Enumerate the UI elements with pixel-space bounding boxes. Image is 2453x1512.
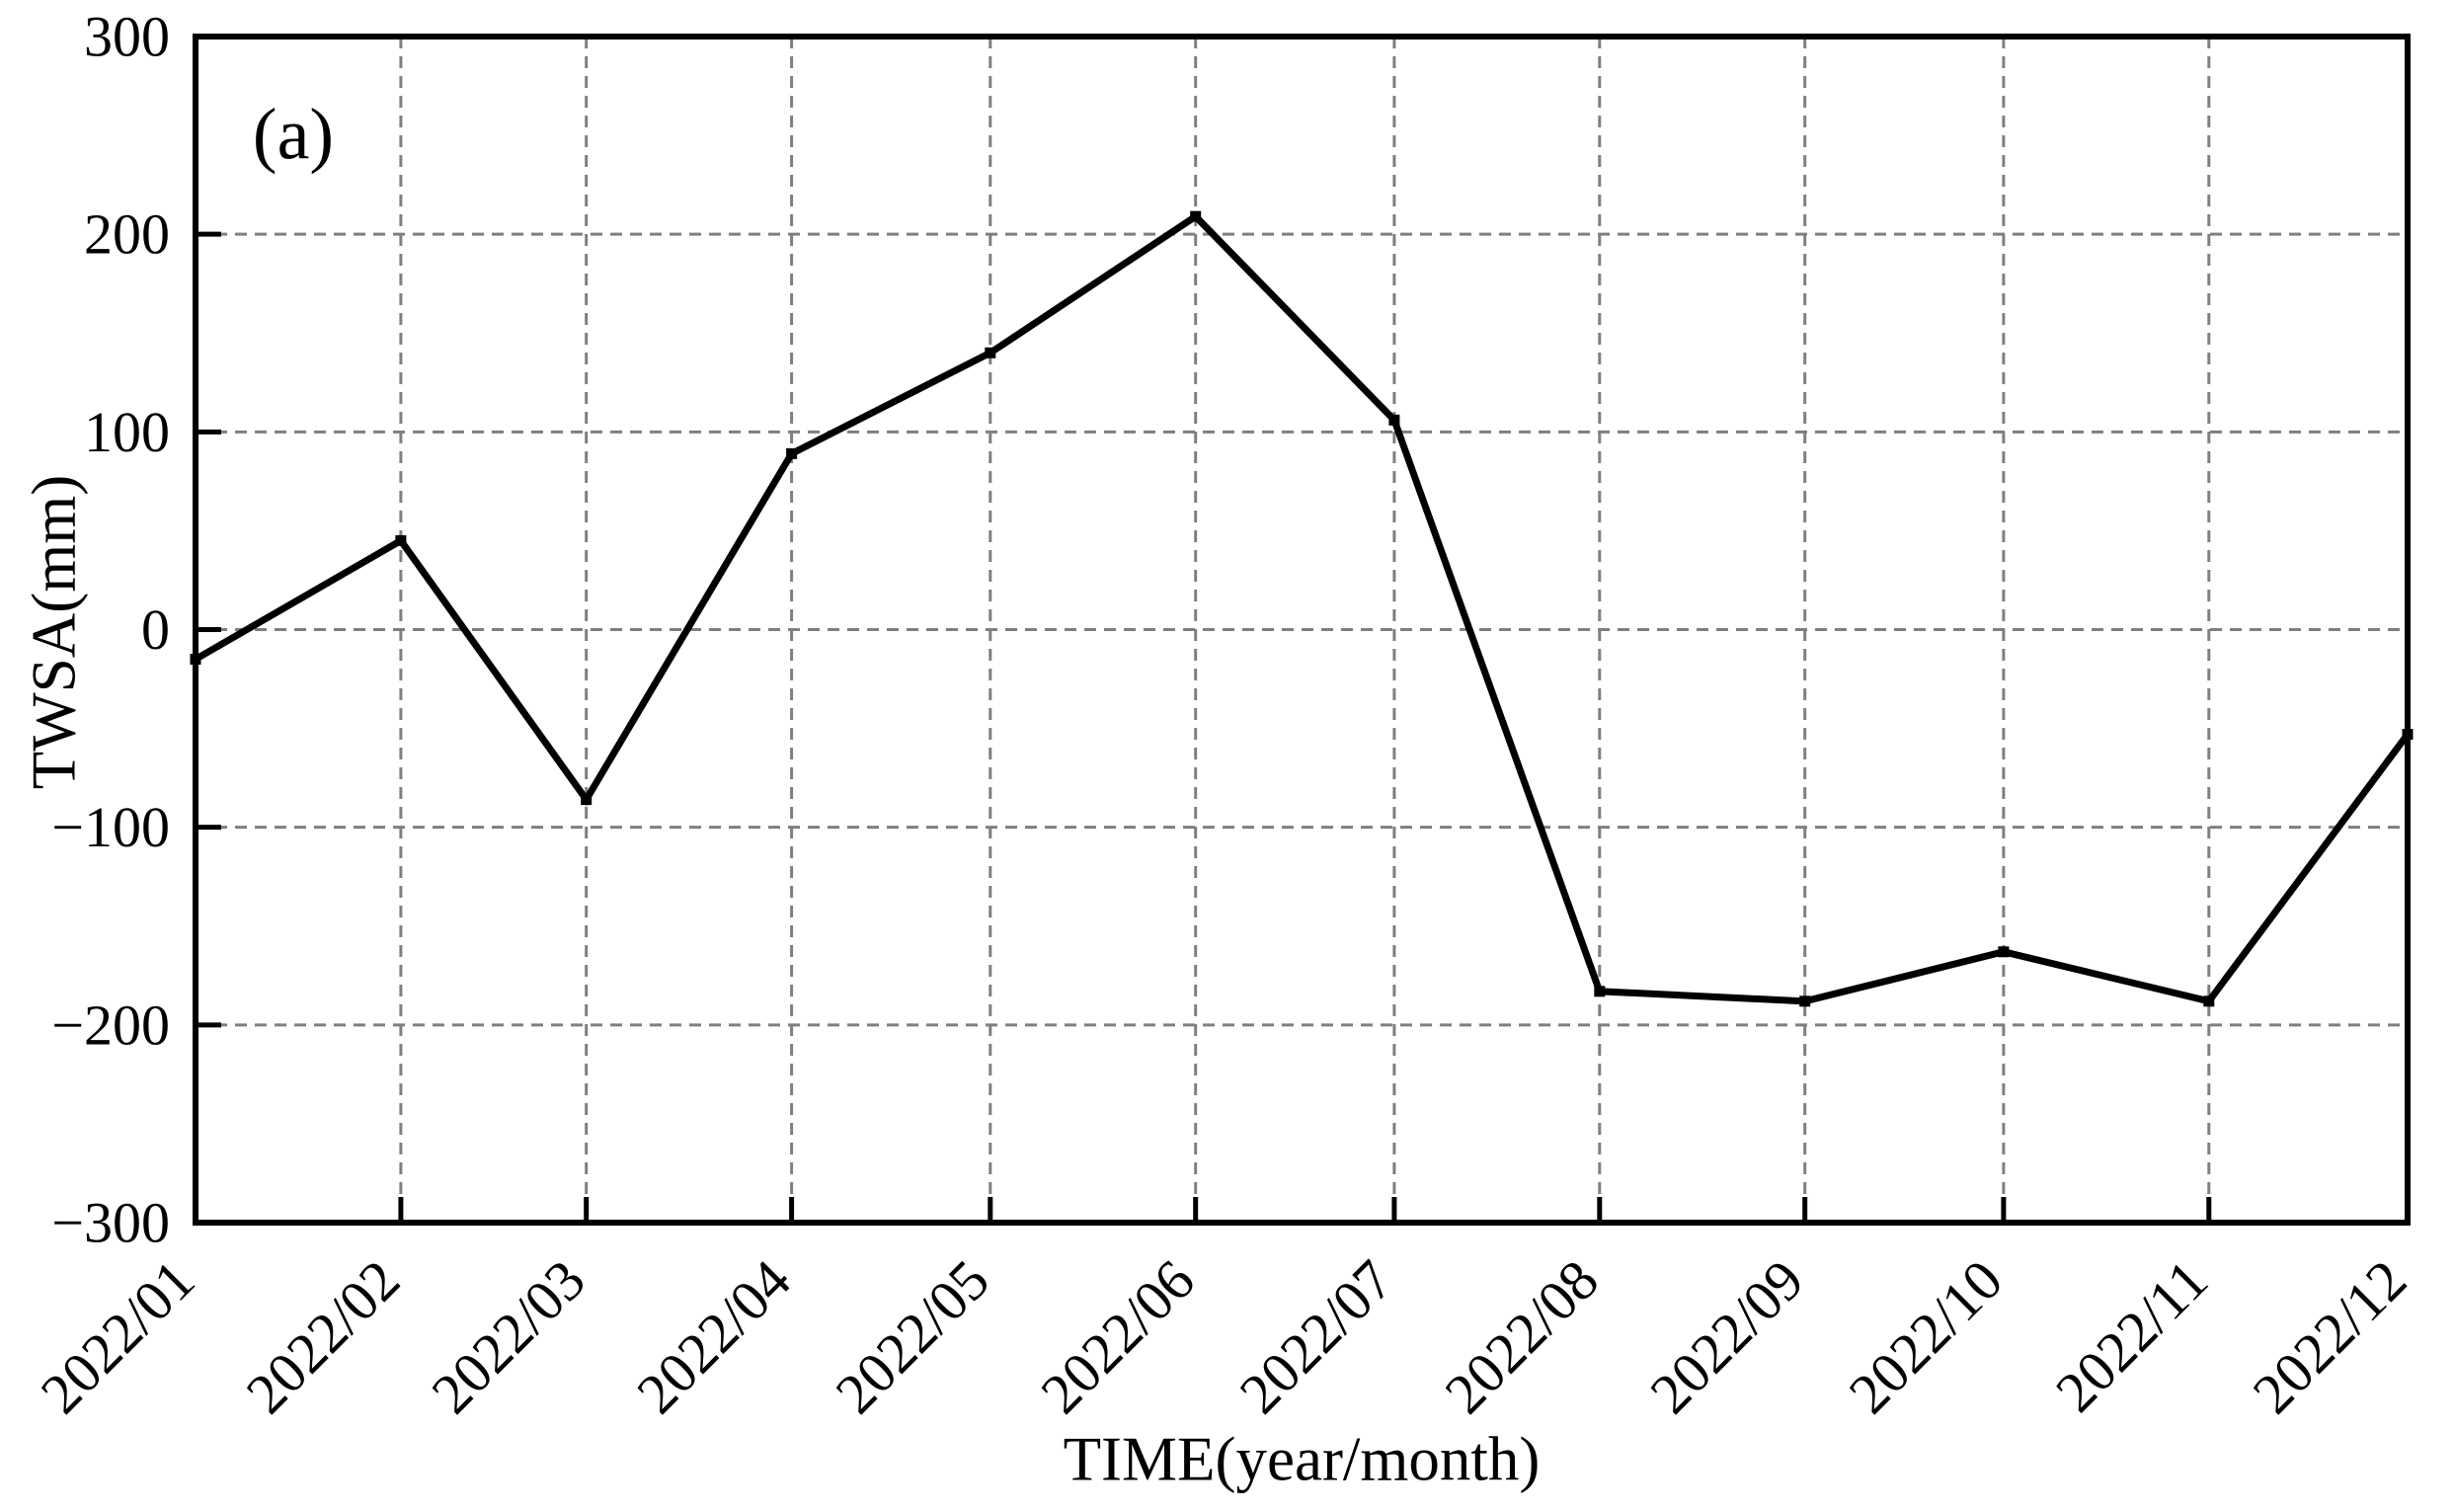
data-point-marker <box>985 347 996 358</box>
y-tick-label: −300 <box>51 1191 170 1255</box>
x-tick-label: 2022/10 <box>1837 1247 2015 1425</box>
data-point-marker <box>395 534 407 546</box>
x-tick-label: 2022/03 <box>419 1247 596 1425</box>
data-point-marker <box>581 794 593 806</box>
data-point-marker <box>190 654 201 666</box>
x-tick-label: 2022/11 <box>2043 1247 2220 1424</box>
data-point-marker <box>786 447 798 459</box>
data-point-marker <box>1190 210 1202 222</box>
x-tick-label: 2022/02 <box>234 1247 412 1425</box>
x-tick-label: 2022/01 <box>29 1247 206 1425</box>
y-tick-label: 0 <box>141 597 170 662</box>
data-point-marker <box>1388 414 1400 426</box>
x-tick-label: 2022/07 <box>1227 1247 1405 1425</box>
x-tick-label: 2022/04 <box>624 1247 802 1425</box>
x-axis-label: TIME(year/month) <box>1063 1424 1541 1494</box>
y-tick-label: 200 <box>84 202 170 267</box>
x-tick-label: 2022/12 <box>2241 1247 2418 1425</box>
tick-marks <box>193 34 2411 1226</box>
y-axis-label: TWSA(mm) <box>19 474 89 790</box>
x-tick-label: 2022/06 <box>1028 1247 1206 1425</box>
data-point-marker <box>1799 995 1811 1007</box>
y-tick-label: −100 <box>51 795 170 859</box>
x-tick-label: 2022/08 <box>1433 1247 1611 1425</box>
x-tick-label: 2022/05 <box>824 1247 1001 1425</box>
panel-label: (a) <box>252 94 335 176</box>
gridlines <box>196 37 2408 1223</box>
x-tick-labels: 2022/01 2022/02 2022/03 2022/04 2022/05 2022/… <box>29 1247 2418 1425</box>
twsa-line-series <box>194 211 2411 1005</box>
y-tick-label: −200 <box>51 993 170 1057</box>
y-tick-labels: 300 200 100 0 −100 −200 −300 <box>51 5 170 1255</box>
data-point-marker <box>1998 946 2010 958</box>
x-tick-label: 2022/09 <box>1637 1247 1815 1425</box>
y-tick-label: 100 <box>84 400 170 464</box>
data-point-marker <box>2402 729 2413 741</box>
y-tick-label: 300 <box>84 5 170 69</box>
data-point-markers <box>190 210 2413 1007</box>
data-point-marker <box>2203 995 2215 1007</box>
data-point-marker <box>1594 986 1606 997</box>
